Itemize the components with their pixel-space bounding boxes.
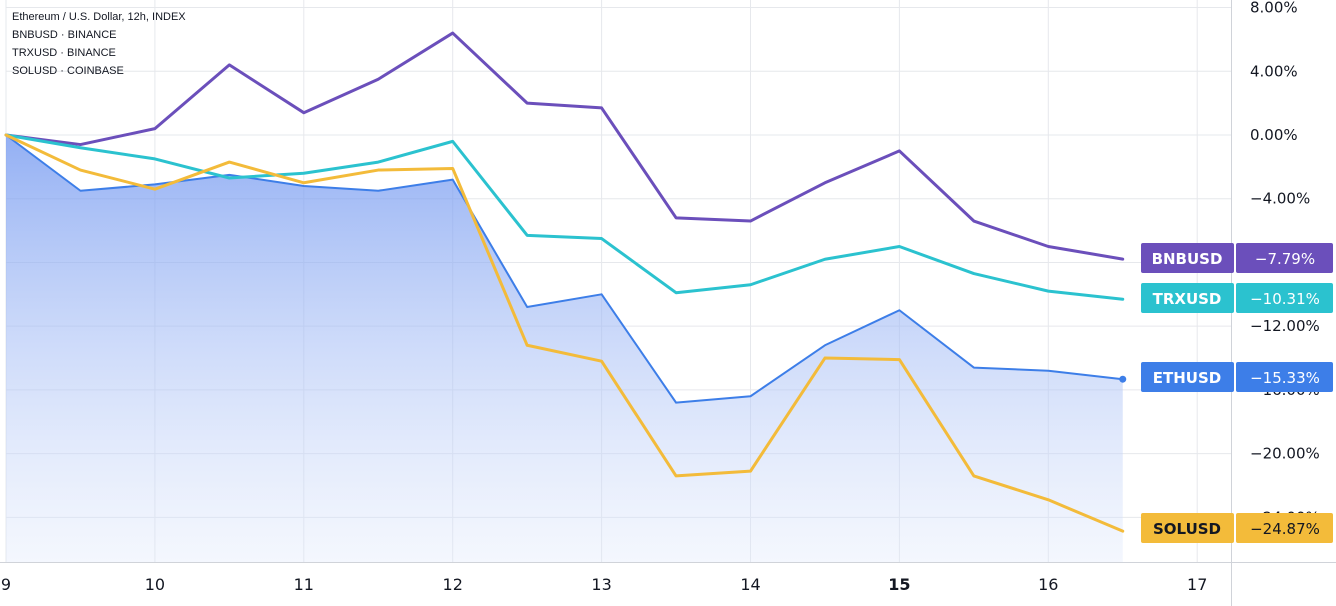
x-tick-label: 11 xyxy=(294,575,314,594)
ethusd-line xyxy=(5,134,1124,404)
bnbusd-value-label: −7.79% xyxy=(1255,250,1315,268)
x-tick-label: 17 xyxy=(1187,575,1207,594)
x-tick-label: 14 xyxy=(740,575,760,594)
y-tick-label: −12.00% xyxy=(1250,317,1320,335)
legend-solusd[interactable]: SOLUSD · COINBASE xyxy=(12,65,124,77)
y-tick-label: 8.00% xyxy=(1250,0,1298,17)
bnbusd-line xyxy=(4,31,1125,261)
x-axis: 9 10 11 12 13 14 15 16 17 xyxy=(1,575,1207,594)
x-tick-label: 13 xyxy=(591,575,611,594)
x-tick-label: 9 xyxy=(1,575,11,594)
bnbusd-value-tag xyxy=(1236,243,1333,273)
y-tick-label: 0.00% xyxy=(1250,126,1298,144)
solusd-name-tag xyxy=(1141,513,1234,543)
ethusd-value-label: −15.33% xyxy=(1250,369,1320,387)
legend-main-symbol[interactable]: Ethereum / U.S. Dollar, 12h, INDEX xyxy=(12,11,186,23)
x-tick-label: 16 xyxy=(1038,575,1058,594)
solusd-value-tag xyxy=(1236,513,1333,543)
chart-legend: Ethereum / U.S. Dollar, 12h, INDEX BNBUS… xyxy=(12,8,186,80)
bnbusd-name-label: BNBUSD xyxy=(1152,250,1223,268)
last-value-tags: BNBUSD −7.79% TRXUSD −10.31% ETHUSD −15.33% SO… xyxy=(1141,243,1333,543)
ethusd-area xyxy=(6,135,1123,562)
trxusd-value-label: −10.31% xyxy=(1250,290,1320,308)
series-lines xyxy=(4,31,1127,533)
legend-bnbusd[interactable]: BNBUSD · BINANCE xyxy=(12,29,117,41)
ethusd-name-label: ETHUSD xyxy=(1153,369,1221,387)
solusd-line xyxy=(4,133,1125,533)
ethusd-area-fill xyxy=(6,135,1123,562)
x-tick-label: 12 xyxy=(443,575,463,594)
y-tick-label: −20.00% xyxy=(1250,445,1320,463)
solusd-value-label: −24.87% xyxy=(1250,520,1320,538)
trxusd-value-tag xyxy=(1236,283,1333,313)
y-tick-label: −4.00% xyxy=(1250,190,1310,208)
y-tick-label: 4.00% xyxy=(1250,62,1298,80)
ethusd-value-tag xyxy=(1236,362,1333,392)
trxusd-line xyxy=(4,133,1125,301)
legend-trxusd[interactable]: TRXUSD · BINANCE xyxy=(12,47,116,59)
trxusd-name-label: TRXUSD xyxy=(1153,290,1222,308)
x-tick-label: 10 xyxy=(145,575,165,594)
bnbusd-name-tag xyxy=(1141,243,1234,273)
trxusd-name-tag xyxy=(1141,283,1234,313)
solusd-name-label: SOLUSD xyxy=(1153,520,1221,538)
x-tick-label: 15 xyxy=(888,575,910,594)
ethusd-name-tag xyxy=(1141,362,1234,392)
ethusd-last-point xyxy=(1119,375,1127,383)
